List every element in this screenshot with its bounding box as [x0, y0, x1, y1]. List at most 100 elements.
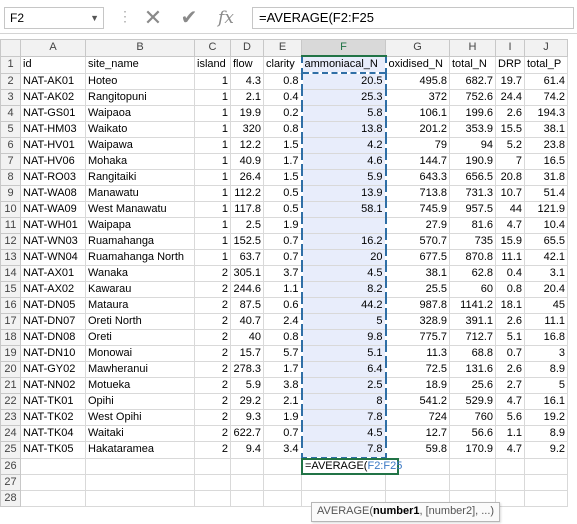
table-cell[interactable]: 0.7: [263, 233, 302, 250]
table-cell[interactable]: Waipapa: [85, 217, 195, 234]
table-cell[interactable]: Mataura: [85, 297, 195, 314]
table-cell[interactable]: 1.5: [263, 137, 302, 154]
table-cell[interactable]: 760: [449, 409, 496, 426]
table-cell[interactable]: Oreti North: [85, 313, 195, 330]
table-cell[interactable]: 0.8: [495, 281, 525, 298]
table-cell[interactable]: 44.2: [300, 297, 387, 314]
cell-editor[interactable]: =AVERAGE(F2:F25: [301, 458, 402, 475]
table-cell[interactable]: 353.9: [449, 121, 496, 138]
table-cell[interactable]: 2.6: [495, 361, 525, 378]
row-header[interactable]: 6: [0, 137, 21, 154]
table-cell[interactable]: NAT-TK02: [20, 409, 86, 426]
table-cell[interactable]: 2: [194, 377, 231, 394]
table-cell[interactable]: NAT-NN02: [20, 377, 86, 394]
column-header-j[interactable]: J: [524, 39, 568, 57]
table-cell[interactable]: 0.7: [263, 249, 302, 266]
table-cell[interactable]: 495.8: [385, 72, 450, 90]
table-cell[interactable]: 15.5: [495, 121, 525, 138]
table-cell[interactable]: 20: [300, 249, 387, 266]
enter-button[interactable]: ✔: [176, 6, 202, 30]
table-cell[interactable]: NAT-AK01: [20, 72, 86, 90]
table-cell[interactable]: NAT-HV06: [20, 153, 86, 170]
table-cell[interactable]: [230, 489, 264, 507]
table-cell[interactable]: 677.5: [385, 249, 450, 266]
table-cell[interactable]: 2: [194, 297, 231, 314]
table-cell[interactable]: 201.2: [385, 121, 450, 138]
table-cell[interactable]: 1.1: [263, 281, 302, 298]
table-cell[interactable]: 529.9: [449, 393, 496, 410]
header-cell[interactable]: ammoniacal_N: [300, 55, 387, 74]
table-cell[interactable]: 656.5: [449, 169, 496, 186]
formula-input[interactable]: =AVERAGE(F2:F25: [252, 7, 574, 29]
column-header-a[interactable]: A: [20, 39, 86, 57]
table-cell[interactable]: Ruamahanga North: [85, 249, 195, 266]
table-cell[interactable]: [524, 473, 568, 491]
table-cell[interactable]: 3.4: [263, 441, 302, 459]
table-cell[interactable]: 643.3: [385, 169, 450, 186]
table-cell[interactable]: 11.1: [524, 313, 568, 330]
name-box[interactable]: F2 ▼: [4, 7, 104, 29]
table-cell[interactable]: [263, 489, 302, 507]
column-header-b[interactable]: B: [85, 39, 195, 57]
table-cell[interactable]: 1.1: [495, 425, 525, 442]
table-cell[interactable]: 244.6: [230, 281, 264, 298]
table-cell[interactable]: 622.7: [230, 425, 264, 442]
table-cell[interactable]: 1: [194, 72, 231, 90]
table-cell[interactable]: 2: [194, 441, 231, 459]
column-header-i[interactable]: I: [495, 39, 525, 57]
table-cell[interactable]: NAT-DN10: [20, 345, 86, 362]
table-cell[interactable]: 1: [194, 185, 231, 202]
table-cell[interactable]: [449, 457, 496, 475]
table-cell[interactable]: 199.6: [449, 105, 496, 122]
table-cell[interactable]: 58.1: [300, 201, 387, 218]
table-cell[interactable]: 25.3: [300, 89, 387, 106]
table-cell[interactable]: 170.9: [449, 441, 496, 459]
table-cell[interactable]: 1: [194, 89, 231, 106]
table-cell[interactable]: 9.2: [524, 441, 568, 459]
chevron-down-icon[interactable]: ▼: [90, 13, 99, 23]
table-cell[interactable]: 1.9: [263, 217, 302, 234]
table-cell[interactable]: 27.9: [385, 217, 450, 234]
row-header[interactable]: 18: [0, 329, 21, 346]
table-cell[interactable]: NAT-TK04: [20, 425, 86, 442]
table-cell[interactable]: NAT-RO03: [20, 169, 86, 186]
table-cell[interactable]: 305.1: [230, 265, 264, 282]
table-cell[interactable]: 16.5: [524, 153, 568, 170]
table-cell[interactable]: [263, 473, 302, 491]
table-cell[interactable]: 7: [495, 153, 525, 170]
table-cell[interactable]: 61.4: [524, 72, 568, 90]
table-cell[interactable]: West Manawatu: [85, 201, 195, 218]
table-cell[interactable]: [85, 473, 195, 491]
column-header-c[interactable]: C: [194, 39, 231, 57]
table-cell[interactable]: NAT-DN08: [20, 329, 86, 346]
row-header[interactable]: 21: [0, 377, 21, 394]
table-cell[interactable]: 44: [495, 201, 525, 218]
table-cell[interactable]: 79: [385, 137, 450, 154]
header-cell[interactable]: id: [20, 55, 86, 74]
table-cell[interactable]: 775.7: [385, 329, 450, 346]
column-header-e[interactable]: E: [263, 39, 302, 57]
table-cell[interactable]: 40: [230, 329, 264, 346]
table-cell[interactable]: 5.9: [300, 169, 387, 186]
column-header-g[interactable]: G: [385, 39, 450, 57]
table-cell[interactable]: 0.7: [263, 425, 302, 442]
table-cell[interactable]: Mohaka: [85, 153, 195, 170]
table-cell[interactable]: 2.5: [230, 217, 264, 234]
table-cell[interactable]: 9.4: [230, 441, 264, 459]
table-cell[interactable]: 2: [194, 393, 231, 410]
table-cell[interactable]: 38.1: [385, 265, 450, 282]
table-cell[interactable]: 63.7: [230, 249, 264, 266]
table-cell[interactable]: 60: [449, 281, 496, 298]
table-cell[interactable]: NAT-WA08: [20, 185, 86, 202]
table-cell[interactable]: 4.7: [495, 217, 525, 234]
table-cell[interactable]: 328.9: [385, 313, 450, 330]
table-cell[interactable]: 4.2: [300, 137, 387, 154]
row-header[interactable]: 25: [0, 441, 21, 459]
table-cell[interactable]: 1: [194, 201, 231, 218]
row-header[interactable]: 16: [0, 297, 21, 314]
editing-cell[interactable]: =AVERAGE(F2:F25: [301, 457, 402, 475]
table-cell[interactable]: NAT-GS01: [20, 105, 86, 122]
row-header[interactable]: 14: [0, 265, 21, 282]
table-cell[interactable]: 3.7: [263, 265, 302, 282]
table-cell[interactable]: 42.1: [524, 249, 568, 266]
